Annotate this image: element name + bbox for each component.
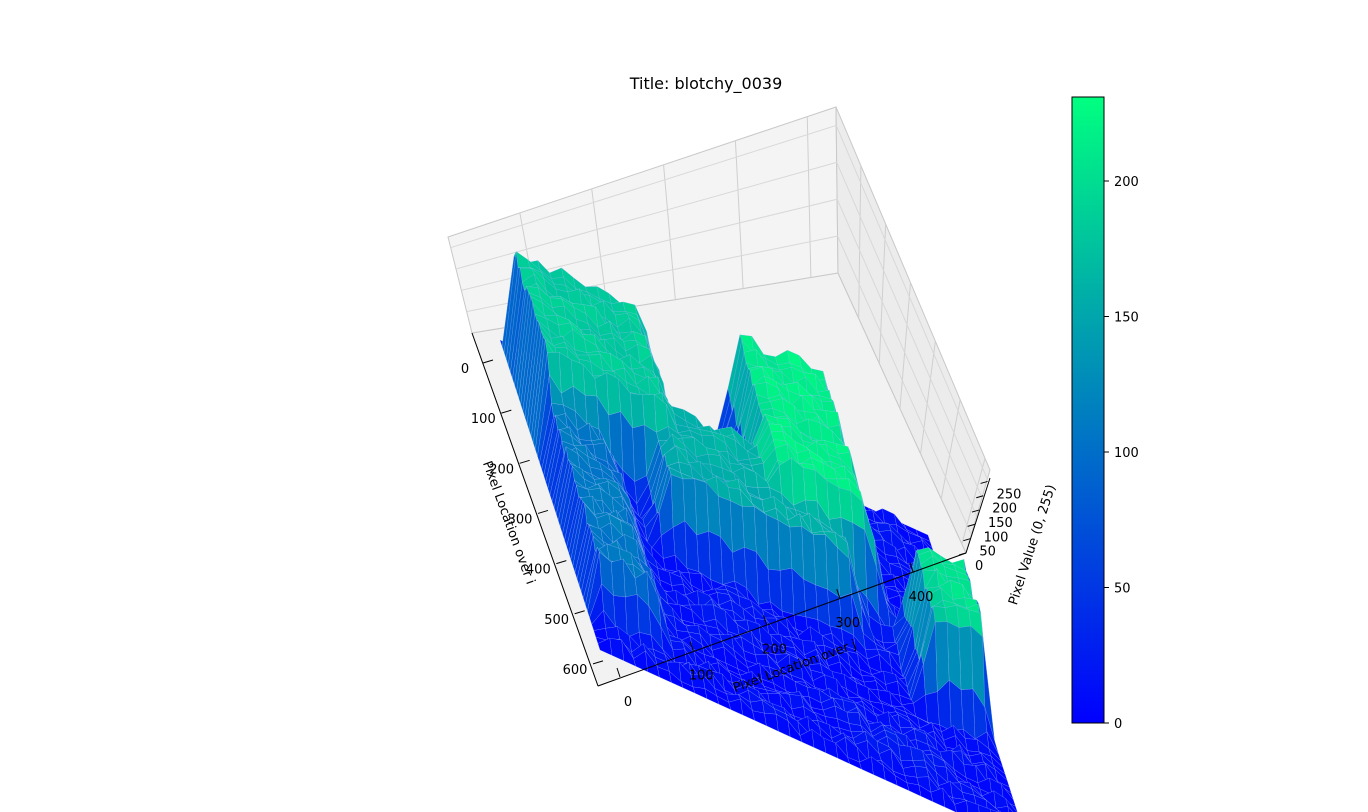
x-axis-line — [471, 332, 599, 687]
y-tick-mark — [909, 562, 914, 572]
surface-plot — [499, 250, 1018, 812]
colorbar-ticks: 0 50 100 150 200 — [1104, 175, 1139, 732]
surface-facet — [978, 804, 991, 812]
colorbar-tick-label: 200 — [1114, 175, 1139, 190]
surface-facet — [942, 787, 957, 812]
grid-line — [961, 458, 986, 545]
grid-lines — [450, 116, 988, 545]
surface-facet — [966, 800, 980, 812]
surface-facet — [779, 567, 795, 615]
grid-line — [450, 124, 988, 480]
z-tick-mark — [963, 538, 971, 542]
grid-line — [806, 116, 812, 278]
surface-facet — [611, 558, 626, 598]
surface-facet — [625, 594, 640, 638]
x-tick-mark — [482, 359, 494, 364]
x-tick-label: 400 — [526, 563, 551, 578]
surface-facet — [1007, 805, 1014, 812]
surface-facet — [770, 431, 786, 441]
x-tick-label: 200 — [489, 462, 514, 477]
z-tick-label: 150 — [988, 516, 1013, 531]
grid-line — [920, 341, 936, 454]
z-tick-mark — [976, 495, 984, 499]
surface-facet — [605, 626, 620, 641]
grid-line — [734, 140, 744, 289]
colorbar-tick-label: 150 — [1114, 311, 1139, 326]
x-tick-mark — [501, 409, 512, 414]
x-tick-label: 300 — [508, 512, 533, 527]
surface-facet — [663, 554, 678, 573]
surface-facet — [670, 474, 686, 528]
z-tick-label: 0 — [975, 559, 983, 574]
surface-facet — [958, 625, 974, 691]
y-tick-mark — [616, 667, 621, 678]
x-tick-mark — [556, 560, 567, 565]
x-tick-label: 600 — [563, 663, 588, 678]
y-tick-label: 100 — [689, 669, 714, 684]
surface-facet — [813, 534, 828, 590]
surface-facet — [610, 301, 626, 312]
surface-facet — [742, 506, 757, 553]
z-tick-label: 200 — [992, 502, 1017, 517]
colorbar-tick-label: 0 — [1114, 717, 1122, 732]
x-tick-label: 100 — [471, 412, 496, 427]
y-tick-label: 200 — [762, 642, 787, 657]
surface-facet — [630, 393, 645, 429]
surface-facet — [764, 712, 779, 732]
x-tick-mark — [537, 509, 549, 514]
surface-facet — [934, 621, 950, 693]
z-tick-label: 100 — [984, 530, 1009, 545]
y-tick-mark — [689, 641, 694, 651]
x-axis-ticks: 0 100 200 300 400 500 600 — [461, 359, 604, 678]
y-tick-label: 300 — [835, 616, 860, 631]
x-tick-label: 500 — [544, 613, 569, 628]
y-axis-line — [597, 552, 967, 687]
y-tick-label: 0 — [624, 695, 632, 710]
surface-facet — [954, 800, 969, 812]
x-tick-mark — [574, 610, 585, 615]
grid-line — [591, 188, 609, 311]
grid-line — [663, 164, 676, 300]
colorbar-tick-label: 50 — [1114, 582, 1131, 597]
grid-line — [466, 235, 972, 535]
z-tick-mark — [971, 509, 980, 513]
y-tick-label: 400 — [909, 590, 934, 605]
colorbar — [1071, 96, 1105, 724]
z-tick-label: 50 — [979, 545, 996, 560]
surface-facet — [1005, 798, 1018, 812]
x-tick-label: 0 — [461, 362, 469, 377]
surface-facet — [990, 808, 999, 812]
y-axis-ticks: 0 100 200 300 400 — [616, 562, 934, 710]
surface-facet — [632, 424, 647, 482]
grid-line — [940, 399, 961, 499]
z-axis-line — [965, 477, 991, 554]
x-tick-mark — [519, 459, 530, 464]
surface-facet — [925, 691, 940, 726]
surface-facet — [995, 806, 1010, 812]
grid-line — [455, 161, 983, 498]
z-tick-mark — [967, 523, 975, 527]
grid-line — [878, 224, 887, 364]
y-tick-mark — [836, 588, 841, 599]
chart-title: Title: blotchy_0039 — [629, 74, 783, 94]
grid-line — [899, 282, 912, 409]
grid-line — [461, 198, 978, 517]
z-tick-mark — [980, 480, 988, 484]
x-tick-mark — [592, 660, 604, 665]
y-tick-mark — [763, 615, 767, 625]
grid-line — [858, 165, 862, 319]
colorbar-tick-label: 100 — [1114, 446, 1139, 461]
z-tick-label: 250 — [997, 487, 1022, 502]
z-tick-mark — [958, 552, 967, 556]
